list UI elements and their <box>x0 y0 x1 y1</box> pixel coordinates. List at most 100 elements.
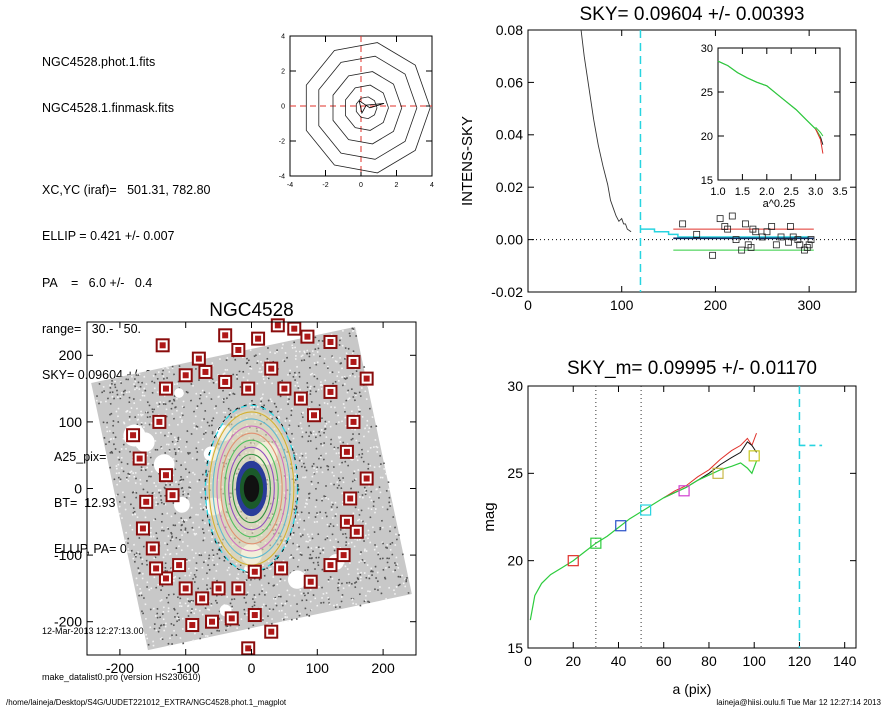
image-noise <box>289 369 292 372</box>
image-noise <box>364 493 367 496</box>
image-noise <box>357 491 360 494</box>
image-noise <box>154 518 157 521</box>
image-noise <box>190 609 193 612</box>
image-noise <box>143 509 146 512</box>
image-noise <box>294 518 297 521</box>
image-noise <box>141 394 144 397</box>
image-noise <box>288 556 291 559</box>
image-noise <box>338 339 341 342</box>
image-noise <box>172 593 175 596</box>
image-noise <box>283 579 286 582</box>
image-noise <box>351 352 354 355</box>
image-noise <box>338 344 341 346</box>
image-noise <box>202 433 205 435</box>
image-noise <box>226 569 229 572</box>
image-noise <box>116 389 118 392</box>
image-noise <box>245 611 248 614</box>
image-noise <box>288 424 291 427</box>
image-noise <box>138 592 141 595</box>
image-noise <box>168 637 171 640</box>
image-noise <box>337 371 340 374</box>
image-noise <box>395 533 397 536</box>
image-noise <box>367 590 369 593</box>
galaxy-isophote <box>228 446 275 531</box>
image-noise <box>339 440 342 443</box>
image-noise <box>310 401 313 403</box>
image-noise <box>176 423 179 426</box>
image-noise <box>334 606 337 609</box>
image-noise <box>167 535 170 538</box>
image-noise <box>337 421 340 424</box>
image-noise <box>377 589 379 591</box>
image-noise <box>322 458 325 461</box>
image-noise <box>391 541 394 544</box>
image-noise <box>376 571 379 574</box>
image-noise <box>198 552 201 555</box>
image-noise <box>358 412 361 415</box>
image-noise <box>337 446 339 449</box>
image-noise <box>224 629 227 632</box>
range-line: range= 30.- 50. <box>42 321 142 336</box>
sky-point <box>679 220 687 228</box>
image-noise <box>308 557 311 560</box>
image-noise <box>395 585 398 588</box>
galaxy-isophote <box>243 475 260 502</box>
image-noise <box>223 559 226 562</box>
image-noise <box>108 430 111 433</box>
image-noise <box>195 532 198 535</box>
image-noise <box>202 438 204 440</box>
galaxy-isophote <box>212 418 291 559</box>
image-noise <box>358 408 361 411</box>
image-noise <box>282 343 284 346</box>
image-noise <box>365 550 368 552</box>
mag-ytick-label: 15 <box>507 640 523 656</box>
mag-marker-square <box>748 450 760 462</box>
image-noise <box>170 432 173 435</box>
image-noise <box>170 515 173 518</box>
image-noise <box>142 426 145 429</box>
image-noise <box>256 360 259 363</box>
image-noise <box>202 578 204 581</box>
image-noise <box>372 500 375 503</box>
image-noise <box>294 473 297 476</box>
image-noise <box>318 339 320 342</box>
image-noise <box>337 589 340 592</box>
image-noise <box>256 382 259 385</box>
image-noise <box>302 476 304 479</box>
image-noise <box>253 604 256 607</box>
image-noise <box>313 362 316 364</box>
image-noise <box>360 387 363 389</box>
image-noise <box>181 486 184 489</box>
image-noise <box>323 442 326 445</box>
image-noise <box>299 388 302 391</box>
image-noise <box>379 491 382 494</box>
image-noise <box>243 608 246 611</box>
image-noise <box>147 643 150 646</box>
image-noise <box>235 375 238 378</box>
image-noise <box>114 448 117 450</box>
image-noise <box>120 456 123 459</box>
image-noise <box>245 601 247 604</box>
image-noise <box>231 607 234 610</box>
mag-xtick-label: 60 <box>656 653 672 669</box>
image-noise <box>290 409 293 412</box>
image-noise <box>261 606 264 608</box>
image-noise <box>102 421 105 424</box>
image-noise <box>378 465 381 468</box>
image-noise <box>192 521 195 524</box>
image-noise <box>199 507 202 510</box>
image-noise <box>131 491 134 494</box>
image-noise <box>134 554 137 557</box>
mask-box-core <box>139 525 146 532</box>
image-noise <box>373 588 376 591</box>
image-noise <box>155 586 158 589</box>
image-noise <box>266 567 268 570</box>
image-noise <box>138 553 141 555</box>
image-noise <box>104 443 107 446</box>
image-noise <box>360 509 363 512</box>
image-noise <box>179 597 182 600</box>
image-noise <box>359 573 362 576</box>
image-noise <box>304 569 307 572</box>
image-noise <box>184 602 187 605</box>
image-noise <box>307 592 310 595</box>
